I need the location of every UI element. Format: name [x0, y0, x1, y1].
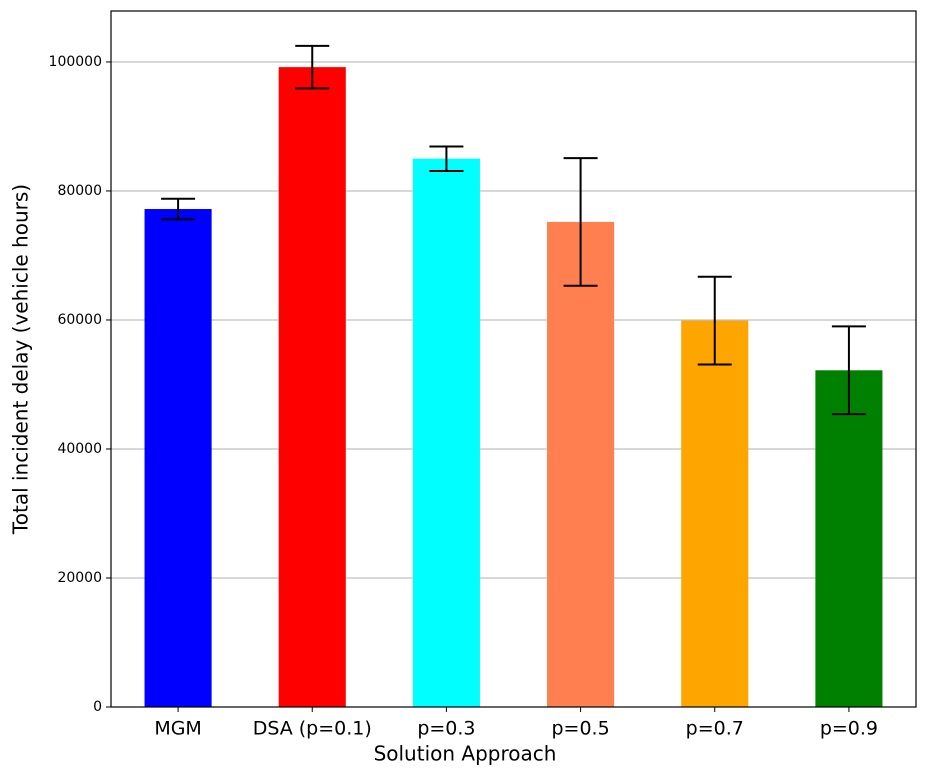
x-tick-label: p=0.5: [551, 718, 609, 740]
x-tick-label: MGM: [154, 718, 202, 740]
y-tick-label: 0: [93, 699, 102, 715]
y-axis-label: Total incident delay (vehicle hours): [9, 184, 33, 535]
bar: [815, 370, 883, 707]
bar: [681, 320, 749, 707]
y-tick-label: 80000: [57, 183, 102, 199]
bar: [547, 221, 615, 707]
bar: [144, 209, 212, 707]
x-axis-label: Solution Approach: [374, 742, 557, 766]
plot-frame: [110, 10, 917, 708]
x-tick-label: DSA (p=0.1): [253, 718, 372, 740]
bar: [278, 67, 346, 707]
y-tick-label: 100000: [49, 54, 102, 70]
x-tick-label: p=0.3: [417, 718, 475, 740]
y-tick-label: 60000: [57, 312, 102, 328]
bar: [412, 158, 480, 708]
y-tick-label: 20000: [57, 570, 102, 586]
x-tick-label: p=0.7: [686, 718, 744, 740]
y-tick-label: 40000: [57, 441, 102, 457]
x-tick-label: p=0.9: [820, 718, 878, 740]
